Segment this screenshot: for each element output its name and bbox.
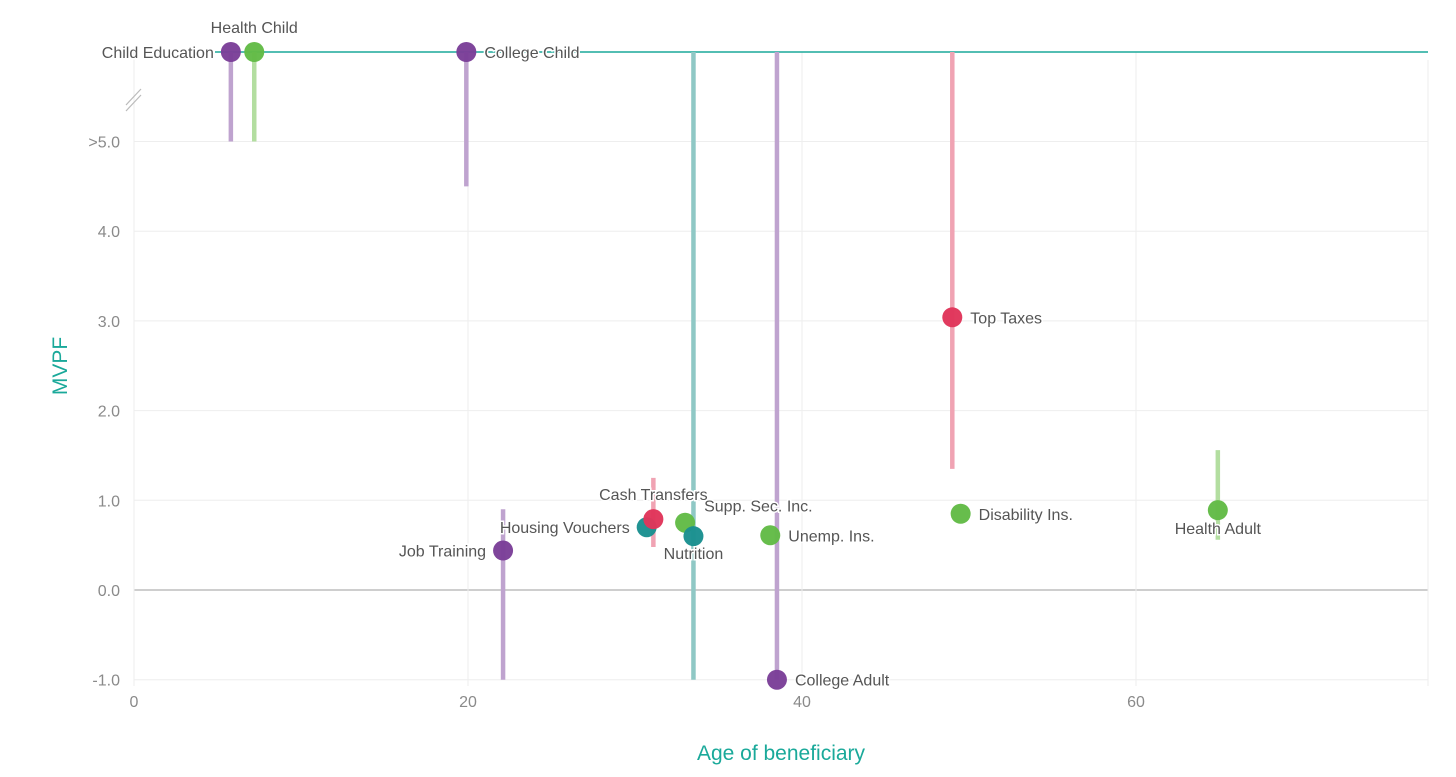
y-tick-label: 1.0 [98,493,120,510]
point-label: Disability Ins. [979,507,1073,524]
point-label: Health Adult [1175,521,1262,538]
point-label: Child Education [102,45,214,62]
data-point [220,42,241,62]
data-point [766,669,787,690]
y-tick-label: 0.0 [98,583,120,600]
point-label: Housing Vouchers [500,520,630,537]
point-label: Supp. Sec. Inc. [704,499,813,516]
y-tick-label: 3.0 [98,314,120,331]
grid [133,52,1429,686]
x-tick-label: 0 [130,694,139,711]
data-point [683,526,704,547]
x-tick-label: 60 [1127,694,1145,711]
point-label: Job Training [399,544,486,561]
y-axis-title: MVPF [49,337,72,395]
x-tick-label: 20 [459,694,477,711]
data-point [456,42,477,62]
axis-break-icon [125,88,142,106]
point-label: Top Taxes [970,310,1042,327]
axis-break-icon [125,94,142,112]
data-point [950,503,971,524]
data-point [643,509,664,530]
data-point [244,42,265,62]
y-tick-label: 4.0 [98,224,120,241]
point-label: College Adult [795,673,890,690]
data-point [1207,500,1228,521]
axes: -1.0 0.0 1.0 2.0 3.0 4.0 >5.0 0 20 40 60 [88,51,1428,711]
x-tick-label: 40 [793,694,811,711]
y-tick-label: >5.0 [88,135,120,152]
data-point [493,540,514,561]
data-points [220,42,1228,690]
point-label: Nutrition [664,546,724,563]
point-label: Unemp. Ins. [788,528,874,545]
data-point [942,307,963,328]
point-label: College Child [484,45,579,62]
point-label: Cash Transfers [599,487,707,504]
data-point [760,525,781,546]
point-label: Health Child [211,20,298,37]
confidence-intervals [228,52,1221,680]
y-tick-label: -1.0 [92,673,120,690]
point-labels: Child Education Health Child College Child… [100,19,1263,692]
x-axis-title: Age of beneficiary [697,742,866,765]
y-tick-label: 2.0 [98,404,120,421]
